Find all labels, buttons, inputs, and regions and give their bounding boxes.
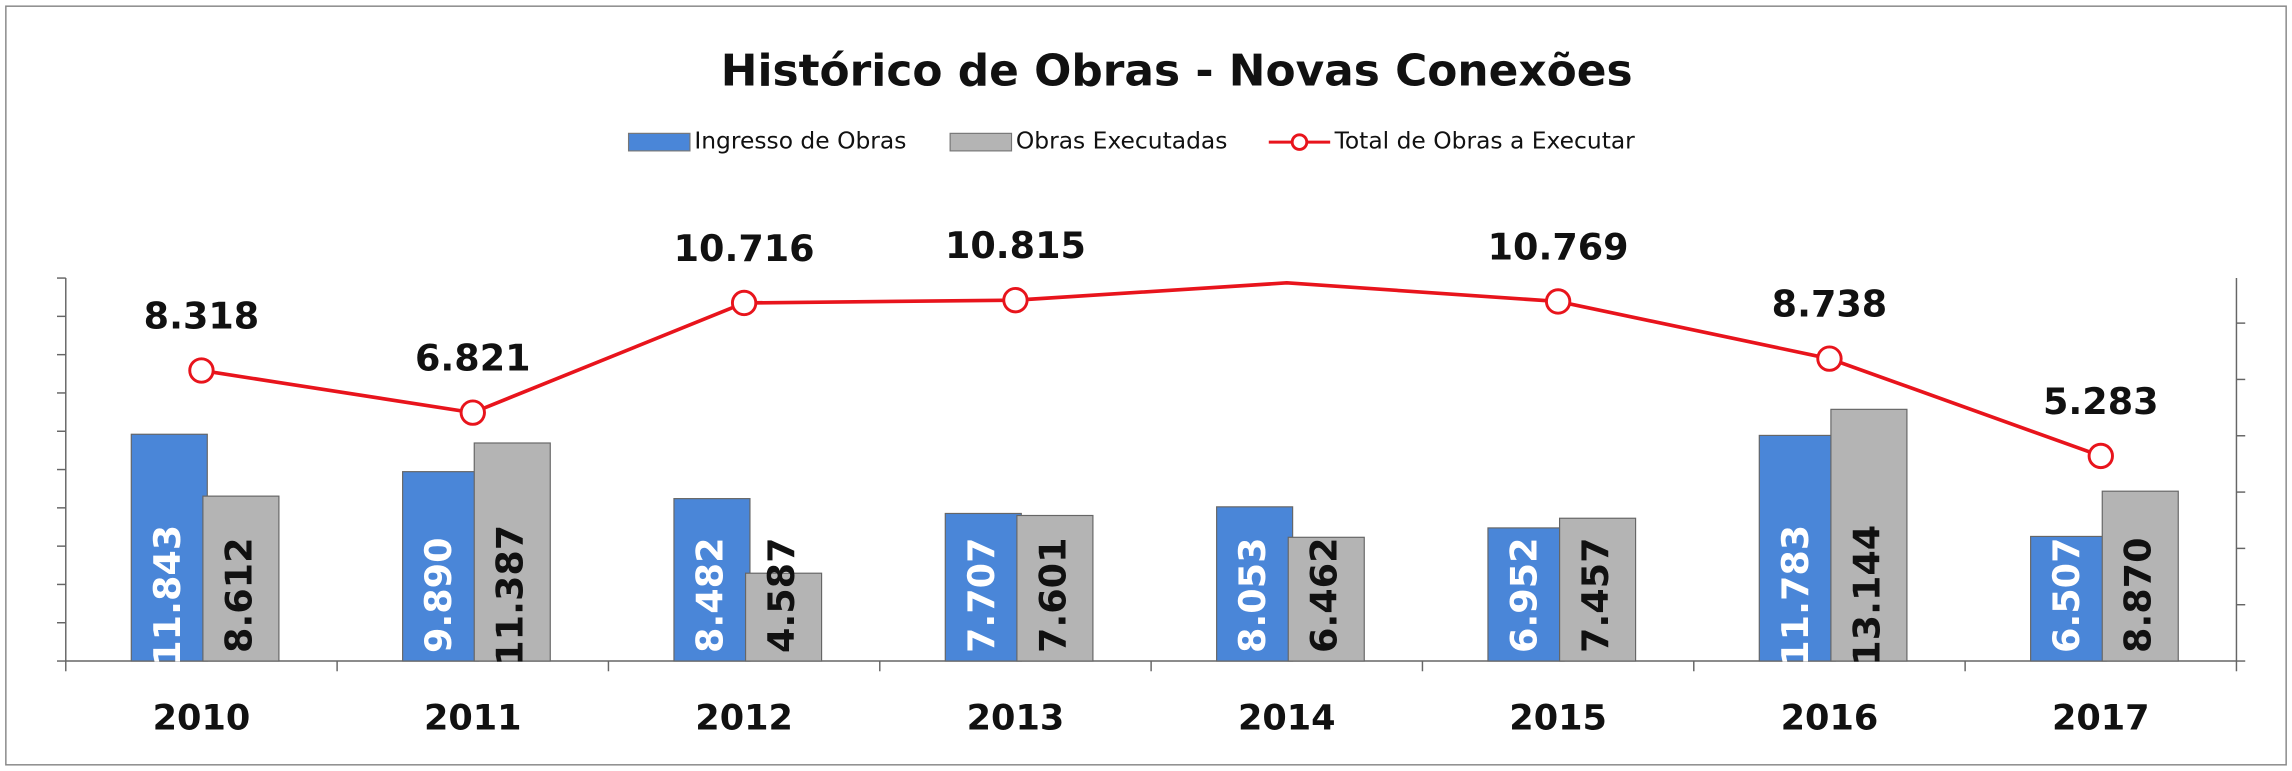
bar (2030, 535, 2108, 662)
chart-frame (5, 5, 2287, 766)
bar (1016, 514, 1094, 662)
line-marker (730, 289, 758, 317)
x-tick-label: 2014 (1238, 698, 1336, 739)
bar-value-label: 11.843 (146, 525, 189, 666)
line-marker (2087, 442, 2114, 470)
line-marker (1816, 345, 1843, 372)
bar (1830, 408, 1908, 662)
bar (1287, 536, 1365, 662)
bar-value-label: 7.707 (960, 537, 1003, 653)
line-marker (459, 399, 486, 426)
legend-label: Total de Obras a Executar (1334, 127, 1636, 155)
line-value-label: 10.815 (945, 224, 1086, 267)
bar-value-label: 8.612 (217, 537, 260, 653)
bar-value-label: 9.890 (417, 537, 460, 653)
line-marker (188, 357, 215, 384)
x-tick-label: 2011 (424, 698, 522, 739)
legend-label: Ingresso de Obras (694, 127, 906, 155)
bar-value-label: 6.952 (1502, 537, 1545, 653)
x-tick-label: 2010 (153, 698, 251, 739)
line (201, 281, 2102, 458)
bar (1216, 506, 1294, 662)
bar (744, 572, 823, 662)
x-tick-label: 2017 (2052, 698, 2150, 739)
line-marker (1544, 288, 1572, 315)
bar (473, 442, 551, 662)
chart-title: Histórico de Obras - Novas Conexões (721, 45, 1633, 96)
line-value-label: 6.821 (415, 337, 531, 380)
bar-value-label: 8.482 (688, 537, 731, 653)
bar-value-label: 7.457 (1574, 537, 1617, 653)
bar (1558, 517, 1637, 662)
bar-value-label: 13.144 (1845, 525, 1888, 666)
line-value-label: 8.318 (144, 294, 260, 337)
line-value-label: 8.738 (1772, 283, 1888, 326)
x-tick-label: 2012 (695, 698, 793, 739)
bar (1758, 434, 1836, 662)
bar-value-label: 8.053 (1231, 537, 1274, 653)
bar-value-label: 11.783 (1774, 525, 1817, 666)
bar (673, 498, 751, 662)
line-value-label: 10.716 (674, 227, 815, 270)
bar-value-label: 6.507 (2045, 537, 2088, 653)
line-marker (1002, 287, 1029, 314)
legend-swatch (627, 132, 691, 152)
legend-marker (1290, 133, 1309, 151)
x-tick-label: 2016 (1781, 698, 1879, 739)
bar-value-label: 11.387 (489, 525, 532, 666)
x-tick-label: 2013 (967, 698, 1065, 739)
legend-label: Obras Executadas (1016, 127, 1228, 155)
bar (202, 495, 280, 662)
bar (130, 433, 208, 662)
bar-value-label: 4.587 (760, 537, 803, 653)
bar-value-label: 7.601 (1031, 537, 1074, 653)
bar (2101, 490, 2179, 662)
bar (944, 512, 1022, 662)
x-tick-label: 2015 (1509, 698, 1607, 739)
bar-value-label: 6.462 (1303, 537, 1346, 653)
line-value-label: 10.769 (1488, 225, 1629, 268)
bar-value-label: 8.870 (2117, 537, 2160, 653)
line-value-label: 5.283 (2043, 380, 2159, 423)
legend-swatch (949, 132, 1013, 152)
